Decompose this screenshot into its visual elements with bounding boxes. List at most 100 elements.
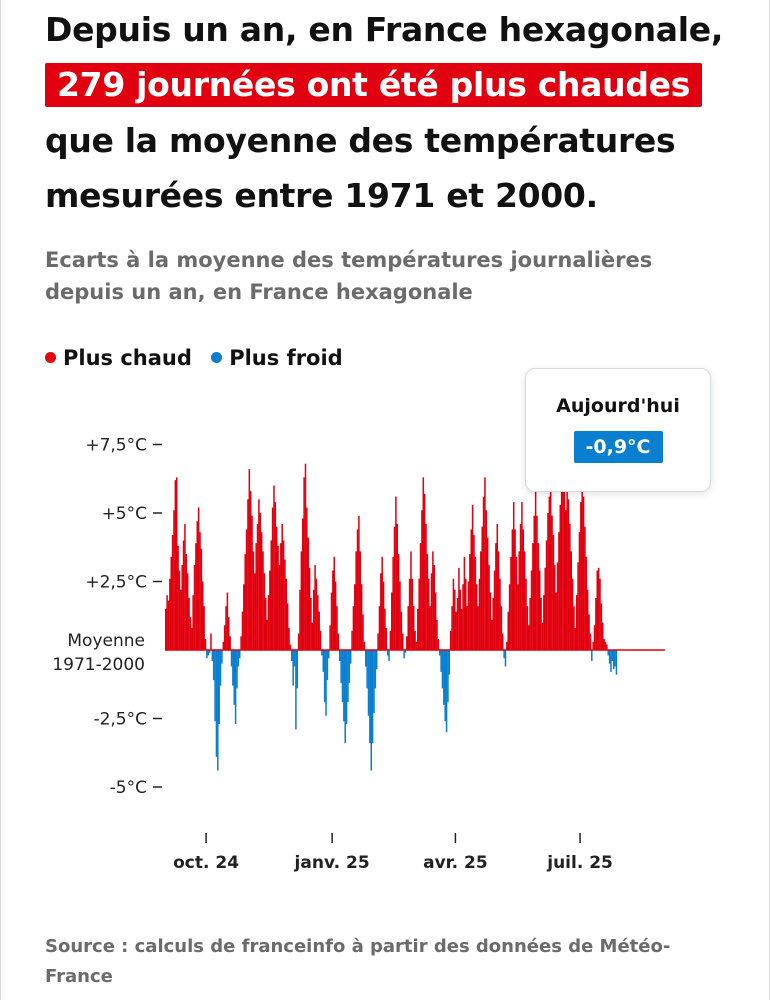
bar-day-213 [456, 597, 459, 650]
bar-day-295 [569, 523, 571, 650]
bar-day-19 [191, 628, 193, 650]
source-note: Source : calculs de franceinfo à partir … [45, 936, 671, 987]
bar-day-73 [265, 597, 267, 650]
bar-day-311 [591, 650, 593, 661]
bar-day-261 [522, 529, 525, 650]
bar-day-164 [389, 630, 392, 650]
bar-day-203 [443, 650, 445, 705]
bar-day-175 [404, 650, 407, 653]
bar-day-240 [493, 570, 496, 650]
today-value-badge: -0,9°C [573, 431, 663, 463]
bar-day-84 [280, 543, 282, 650]
bar-day-254 [512, 502, 515, 650]
bar-day-322 [606, 644, 608, 650]
bar-day-251 [508, 584, 511, 650]
bar-day-293 [566, 485, 568, 650]
x-tick-label: juil. 25 [546, 853, 613, 873]
bar-day-137 [352, 606, 355, 650]
bar-day-187 [421, 510, 423, 650]
bar-day-80 [274, 502, 277, 650]
bar-day-16 [186, 573, 189, 650]
bar-day-79 [273, 485, 275, 650]
bar-day-265 [528, 625, 530, 650]
bar-day-312 [592, 641, 594, 650]
bar-day-266 [529, 597, 531, 650]
bar-day-184 [417, 608, 419, 650]
bar-day-52 [236, 650, 238, 689]
bar-day-134 [348, 650, 351, 683]
bar-day-139 [355, 551, 357, 650]
bar-day-278 [545, 540, 548, 650]
chart-x-axis: oct. 24 janv. 25 avr. 25 juil. 25 [173, 833, 613, 873]
bar-day-321 [604, 641, 607, 650]
bar-day-116 [323, 650, 326, 703]
bar-day-54 [238, 650, 241, 659]
bar-day-290 [562, 480, 564, 650]
bar-day-232 [482, 496, 485, 650]
bar-day-21 [193, 565, 196, 650]
bar-day-41 [221, 650, 223, 664]
bar-day-14 [184, 523, 186, 650]
bar-day-39 [218, 650, 220, 724]
bar-day-127 [338, 650, 341, 661]
bar-day-183 [415, 641, 418, 650]
bar-day-292 [565, 510, 567, 650]
bar-day-256 [515, 556, 518, 650]
bar-day-168 [395, 496, 397, 650]
bar-day-325 [610, 650, 612, 672]
bar-day-182 [414, 630, 416, 650]
bar-day-94 [293, 650, 296, 667]
bar-day-301 [577, 562, 579, 650]
bar-day-277 [544, 567, 546, 650]
bar-day-37 [215, 650, 218, 757]
bar-day-250 [507, 611, 509, 650]
bar-day-11 [180, 589, 182, 650]
bar-day-253 [511, 529, 514, 650]
bar-day-258 [518, 551, 520, 650]
bar-day-196 [433, 565, 436, 650]
bar-day-299 [574, 628, 577, 650]
bar-day-268 [532, 543, 534, 650]
bar-day-230 [480, 551, 482, 650]
bar-day-74 [266, 619, 268, 650]
chart-bars [165, 463, 665, 771]
bar-day-179 [410, 551, 412, 650]
bar-day-1 [166, 595, 168, 650]
bar-day-48 [230, 650, 233, 667]
bar-day-238 [491, 619, 493, 650]
bar-day-75 [267, 595, 270, 650]
bar-day-111 [317, 595, 319, 650]
bar-day-128 [340, 650, 342, 683]
bar-day-282 [551, 515, 553, 650]
bar-day-32 [208, 650, 211, 653]
bar-day-33 [210, 633, 212, 650]
bar-day-271 [536, 515, 538, 650]
bar-day-42 [222, 641, 225, 650]
bar-day-320 [603, 639, 605, 650]
bar-day-23 [196, 521, 199, 650]
bar-day-66 [255, 543, 257, 650]
bar-day-141 [358, 515, 360, 650]
bar-day-155 [377, 633, 379, 650]
bar-day-303 [580, 502, 582, 650]
bar-day-286 [556, 562, 559, 650]
bar-day-317 [599, 578, 601, 650]
bar-day-248 [504, 650, 507, 667]
bar-day-101 [303, 477, 305, 650]
bar-day-287 [558, 532, 560, 650]
bar-day-22 [195, 543, 197, 650]
bar-day-263 [525, 578, 527, 650]
bar-day-206 [447, 650, 449, 703]
bar-day-95 [295, 650, 297, 730]
bar-day-135 [349, 650, 352, 664]
bar-day-274 [540, 597, 542, 650]
bar-day-156 [378, 606, 381, 650]
bar-day-149 [369, 650, 371, 744]
bar-day-273 [538, 570, 541, 650]
bar-day-120 [329, 625, 331, 650]
bar-day-279 [547, 513, 549, 650]
bar-day-281 [549, 488, 552, 650]
bar-day-100 [301, 518, 304, 650]
bar-day-36 [214, 650, 216, 722]
bar-day-163 [388, 650, 390, 661]
